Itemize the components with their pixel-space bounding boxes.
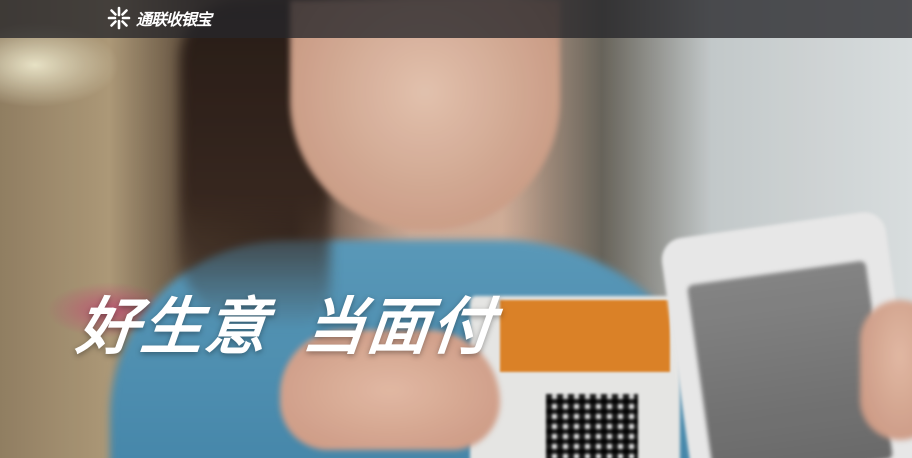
brand-home-link[interactable]: 通联收银宝: [106, 4, 212, 32]
background-photo-face: [290, 0, 560, 230]
qr-code-image: [546, 394, 638, 458]
slogan-part-2: 当面付: [299, 290, 500, 363]
banner-slogan: 好生意 当面付: [73, 276, 500, 366]
background-photo-hand: [280, 330, 500, 450]
payment-card-header: [500, 300, 670, 372]
brand-name: 通联收银宝: [136, 10, 212, 29]
asterisk-logo-icon: [107, 6, 131, 30]
slogan-part-1: 好生意: [73, 290, 274, 363]
background-photo-hand-right: [860, 300, 912, 440]
top-navigation-bar: 通联收银宝: [0, 0, 912, 38]
